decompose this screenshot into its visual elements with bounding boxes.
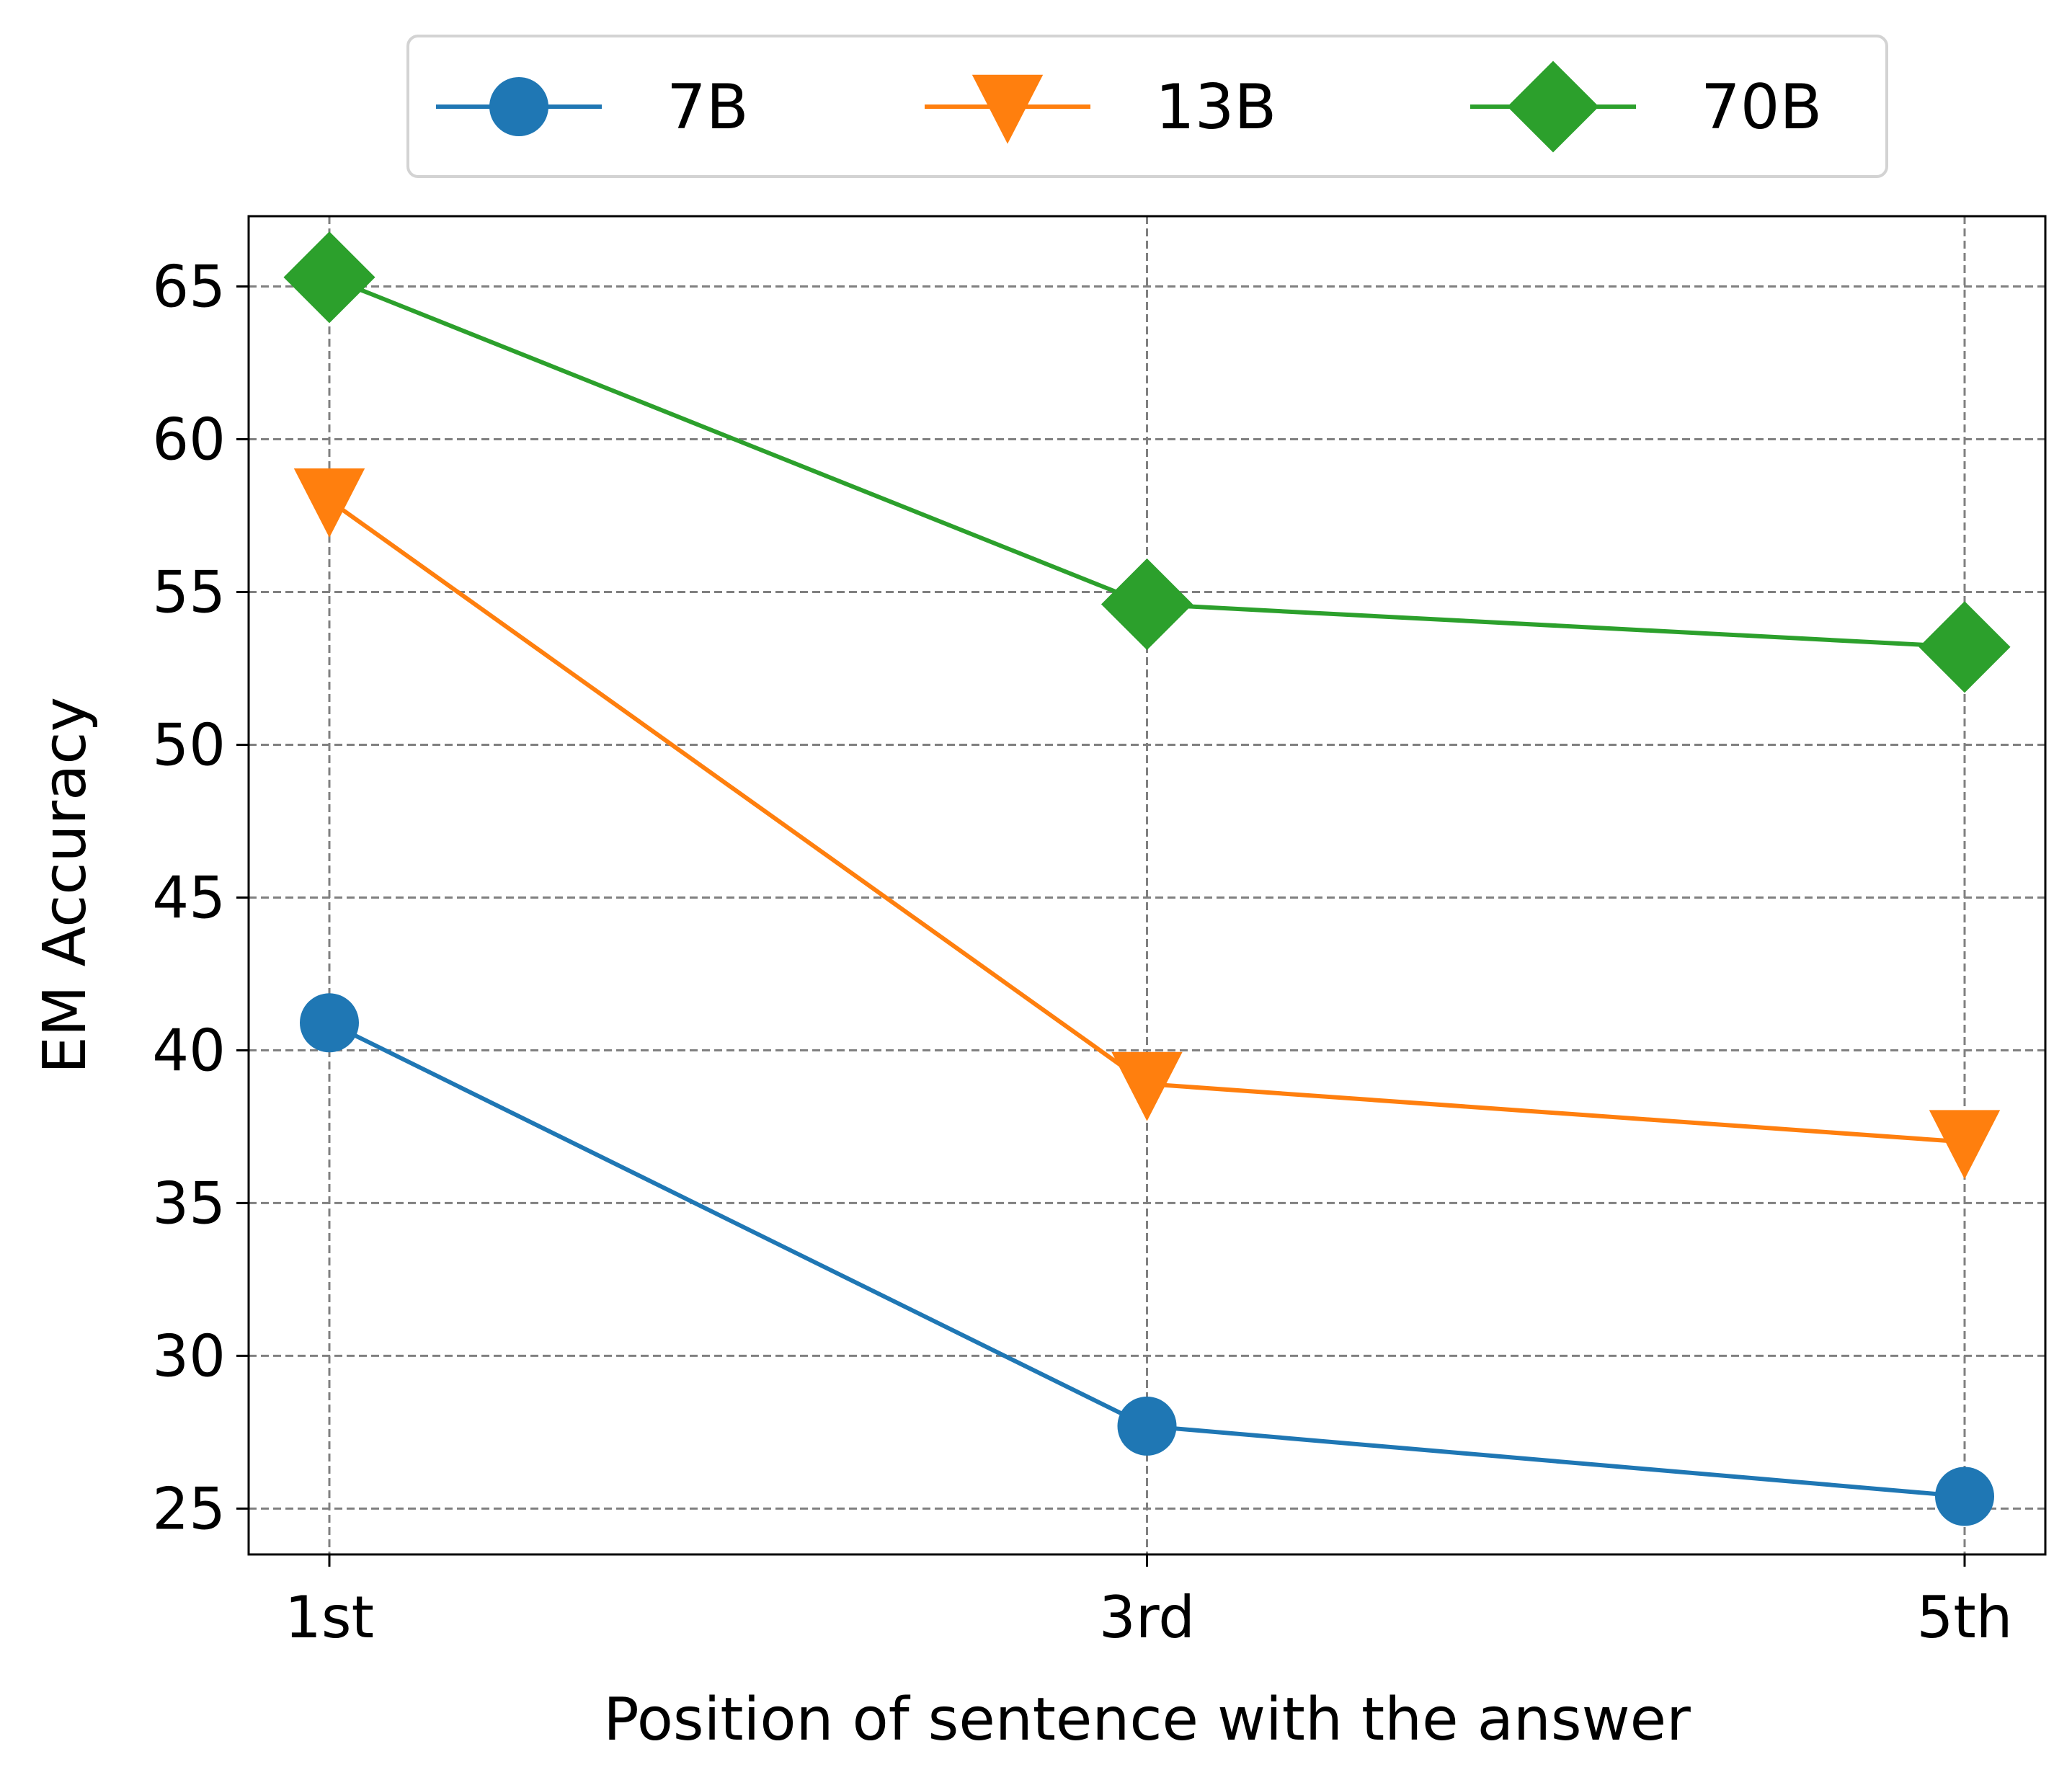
y-tick-label: 25 xyxy=(152,1475,226,1542)
legend-label: 7B xyxy=(667,71,749,143)
data-point-13B xyxy=(1929,1110,2001,1180)
legend-marker-70B xyxy=(1507,61,1599,153)
legend-item-7B: 7B xyxy=(436,71,749,143)
y-tick-label: 40 xyxy=(152,1017,226,1084)
data-point-13B xyxy=(1111,1051,1183,1121)
grid xyxy=(249,216,2045,1554)
data-point-7B xyxy=(1935,1467,1994,1526)
data-point-7B xyxy=(300,993,359,1053)
x-axis-label: Position of sentence with the answer xyxy=(603,1686,1691,1754)
y-tick-label: 35 xyxy=(152,1170,226,1237)
y-tick-label: 60 xyxy=(152,406,226,473)
y-tick-label: 45 xyxy=(152,864,226,931)
y-tick-label: 65 xyxy=(152,254,226,321)
y-tick-label: 55 xyxy=(152,559,226,626)
data-point-70B xyxy=(283,231,375,324)
legend-label: 13B xyxy=(1155,71,1276,143)
legend-item-70B: 70B xyxy=(1470,61,1822,153)
legend-label: 70B xyxy=(1701,71,1822,143)
legend-item-13B: 13B xyxy=(925,71,1276,144)
x-tick-label: 3rd xyxy=(1099,1584,1195,1651)
data-point-7B xyxy=(1117,1396,1177,1456)
legend: 7B 13B 70B xyxy=(406,35,1888,178)
series-layer xyxy=(283,231,2011,1526)
legend-box xyxy=(406,35,1888,178)
data-point-70B xyxy=(1918,601,2011,693)
legend-marker-7B xyxy=(489,77,548,136)
data-point-13B xyxy=(293,468,365,538)
series-70B xyxy=(283,231,2011,693)
y-tick-label: 50 xyxy=(152,711,226,778)
x-tick-label: 5th xyxy=(1917,1584,2013,1651)
x-tick-label: 1st xyxy=(285,1584,374,1651)
y-tick-label: 30 xyxy=(152,1322,226,1389)
series-13B xyxy=(293,468,2001,1180)
ticks-layer: 25 30 35 40 45 50 55 60 65 1st 3rd 5th xyxy=(152,254,2012,1651)
y-axis-label: EM Accuracy xyxy=(31,697,99,1074)
series-7B xyxy=(300,993,1994,1526)
legend-marker-13B xyxy=(971,74,1044,144)
data-point-70B xyxy=(1101,558,1193,650)
